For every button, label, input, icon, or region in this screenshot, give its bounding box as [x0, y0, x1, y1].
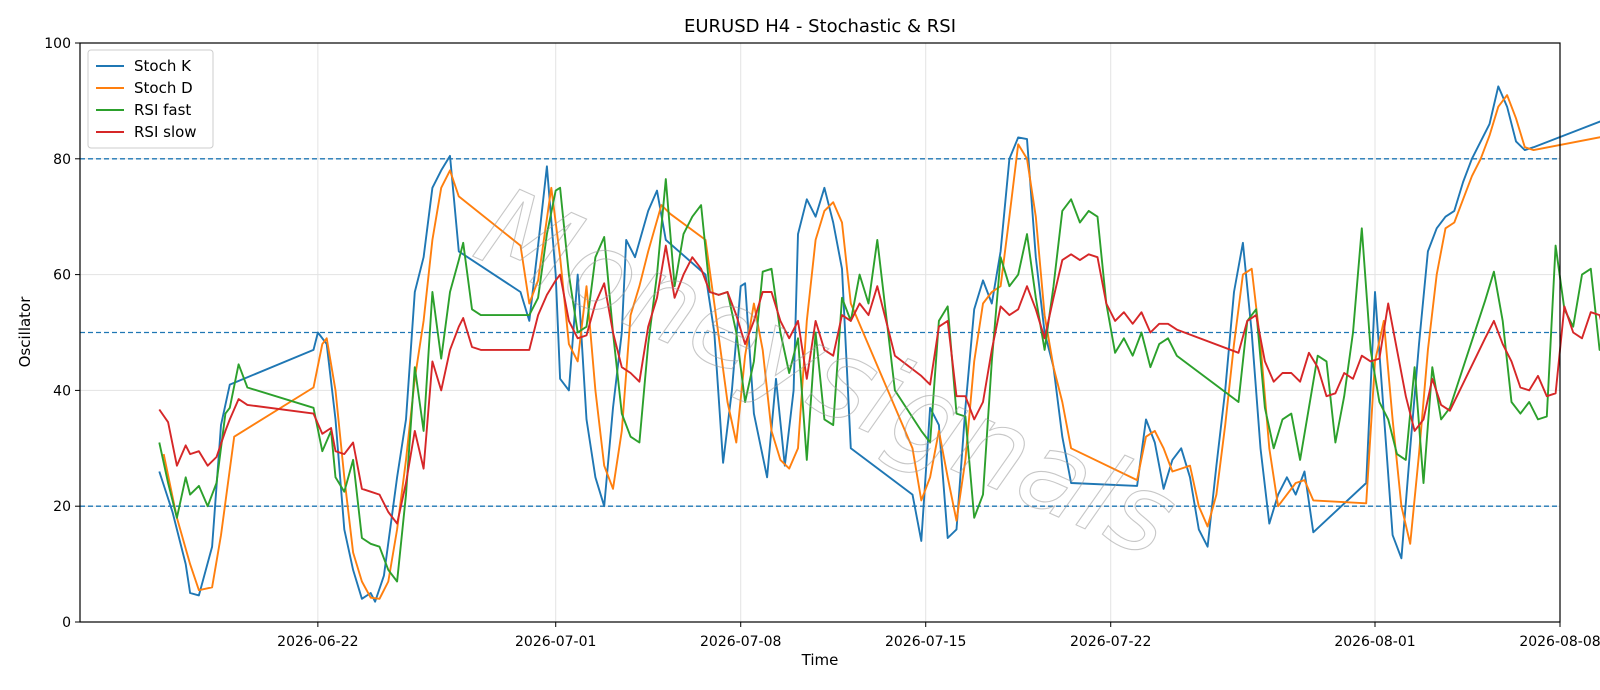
- series-line-rsi-fast: [158, 178, 1600, 583]
- y-tick-label: 0: [62, 615, 71, 631]
- y-tick-label: 20: [53, 499, 71, 515]
- x-tick-label: 2026-08-01: [1334, 634, 1415, 650]
- y-axis-title: Oscillator: [16, 296, 34, 368]
- y-tick-label: 100: [44, 36, 71, 52]
- series-line-stoch-k: [158, 85, 1600, 603]
- legend-box: [87, 49, 214, 149]
- legend-label: Stoch K: [134, 57, 192, 75]
- legend: Stoch K Stoch D RSI fast RSI slow: [87, 49, 214, 149]
- series-line-rsi-slow: [158, 244, 1600, 525]
- plot-area: 0 20 40 60 80 100 2026-06-22 2026-07-01 2026-07-…: [44, 36, 1600, 650]
- x-axis-title: Time: [801, 651, 839, 669]
- y-tick-label: 60: [53, 268, 71, 284]
- legend-label: RSI slow: [134, 123, 197, 141]
- x-tick-label: 2026-08-08: [1519, 634, 1600, 650]
- x-tick-label: 2026-07-01: [515, 634, 596, 650]
- x-tick-label: 2026-07-22: [1070, 634, 1151, 650]
- y-tick-label: 40: [53, 383, 71, 399]
- series-line-stoch-d: [162, 94, 1600, 600]
- x-tick-label: 2026-07-15: [885, 634, 966, 650]
- plot-frame: [79, 42, 1561, 623]
- legend-label: RSI fast: [134, 101, 191, 119]
- x-tick-label: 2026-07-08: [700, 634, 781, 650]
- chart-title: EURUSD H4 - Stochastic & RSI: [684, 16, 956, 37]
- legend-label: Stoch D: [134, 79, 193, 97]
- x-tick-label: 2026-06-22: [277, 634, 358, 650]
- y-tick-label: 80: [53, 152, 71, 168]
